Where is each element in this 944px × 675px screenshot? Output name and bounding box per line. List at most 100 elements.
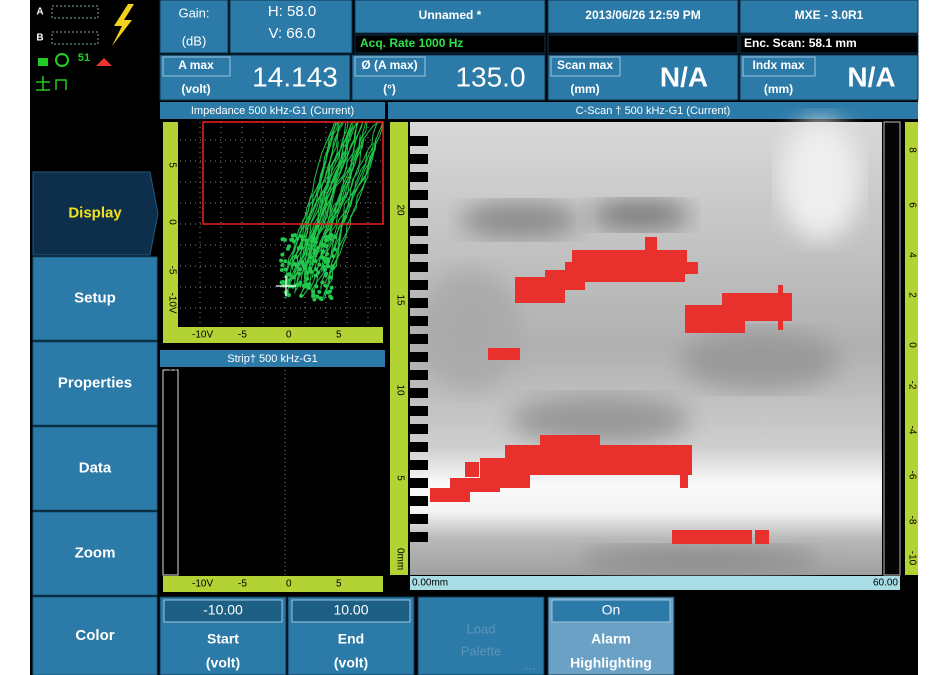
cscan-shade bbox=[420, 270, 520, 390]
index-marker bbox=[410, 262, 428, 272]
signal-cluster bbox=[298, 280, 303, 285]
signal-cluster bbox=[292, 261, 297, 266]
cscan-shade bbox=[580, 546, 820, 574]
signal-cluster bbox=[304, 238, 309, 243]
index-marker bbox=[410, 244, 428, 254]
signal-trace bbox=[297, 121, 359, 264]
header-cell bbox=[354, 34, 546, 54]
ruler-label: -10V bbox=[192, 330, 213, 341]
signal-cluster bbox=[320, 250, 325, 255]
signal-trace bbox=[324, 121, 383, 284]
ruler-label: 10 bbox=[394, 384, 405, 396]
toolbar-label: Start bbox=[207, 631, 239, 647]
menu-button-bg bbox=[32, 426, 158, 511]
signal-cluster bbox=[319, 255, 324, 260]
ruler-x bbox=[410, 576, 900, 590]
signal-cluster bbox=[323, 243, 328, 248]
signal-cluster bbox=[284, 283, 289, 288]
signal-cluster bbox=[294, 254, 299, 259]
signal-cluster bbox=[328, 294, 333, 299]
alarm-indication bbox=[684, 262, 698, 274]
ruler-y bbox=[163, 122, 178, 327]
signal-trace bbox=[288, 123, 347, 283]
signal-cluster bbox=[300, 237, 305, 242]
signal-trace bbox=[296, 121, 339, 270]
index-marker bbox=[410, 478, 428, 488]
reading-label: Ø (A max) bbox=[361, 58, 417, 72]
signal-cluster bbox=[317, 262, 322, 267]
panel-title-bar bbox=[388, 102, 918, 119]
alarm-indication bbox=[755, 530, 769, 544]
toolbar-button[interactable]: -10.00 Start (volt) bbox=[159, 596, 287, 675]
menu-button-bg bbox=[32, 511, 158, 596]
toolbar-button[interactable]: On Alarm Highlighting bbox=[547, 596, 675, 675]
panel-title: Strip† 500 kHz-G1 bbox=[227, 353, 317, 365]
battery: 51 bbox=[78, 52, 90, 64]
signal-cluster bbox=[325, 290, 330, 295]
color-bar bbox=[883, 121, 901, 576]
signal-cluster bbox=[280, 263, 285, 268]
ruler-label: -6 bbox=[906, 471, 917, 480]
signal-cluster bbox=[305, 282, 310, 287]
alarm-indication bbox=[488, 348, 520, 360]
reading-value: N/A bbox=[660, 61, 708, 92]
toolbar-value: -10.00 bbox=[203, 602, 243, 618]
reading-unit: (mm) bbox=[764, 82, 793, 96]
reading-value: 14.143 bbox=[252, 61, 338, 92]
signal-cluster bbox=[279, 280, 284, 285]
alarm-indication bbox=[465, 462, 479, 477]
signal-cluster bbox=[324, 238, 329, 243]
signal-cluster bbox=[312, 248, 317, 253]
signal-cluster bbox=[314, 284, 319, 289]
signal-cluster bbox=[308, 255, 313, 260]
toolbar-more: ... bbox=[525, 657, 536, 672]
index-marker bbox=[410, 280, 428, 290]
signal-cluster bbox=[311, 289, 316, 294]
menu-label: Zoom bbox=[75, 544, 116, 561]
signal-cluster bbox=[324, 234, 329, 239]
plot-area bbox=[180, 370, 383, 575]
signal-cluster bbox=[326, 264, 331, 269]
signal-cluster bbox=[295, 236, 300, 241]
menu-label: Properties bbox=[58, 374, 132, 391]
panel-title-bar bbox=[160, 350, 385, 367]
signal-cluster bbox=[296, 271, 301, 276]
signal-cluster bbox=[309, 269, 314, 274]
ruler-right bbox=[905, 122, 918, 575]
signal-cluster bbox=[299, 293, 304, 298]
menu-button[interactable]: Color bbox=[32, 596, 158, 675]
menu-button[interactable]: Properties bbox=[32, 341, 158, 426]
signal-cluster bbox=[313, 258, 318, 263]
toolbar-unit: Highlighting bbox=[570, 655, 652, 671]
header-cell bbox=[739, 0, 919, 34]
signal-trace bbox=[311, 121, 364, 279]
gain-unit: (dB) bbox=[182, 33, 207, 48]
ruler-label: -5 bbox=[166, 266, 177, 275]
menu-button[interactable]: Zoom bbox=[32, 511, 158, 596]
power-icon bbox=[112, 4, 134, 46]
alarm-indication bbox=[540, 435, 600, 450]
toolbar-button[interactable]: Load Palette... bbox=[417, 596, 545, 675]
ruler-label: -5 bbox=[238, 579, 247, 590]
menu-button[interactable]: Data bbox=[32, 426, 158, 511]
signal-cluster bbox=[286, 272, 291, 277]
reading-label: Indx max bbox=[752, 58, 804, 72]
index-marker bbox=[410, 496, 428, 506]
reading-unit: (mm) bbox=[570, 82, 599, 96]
signal-trace bbox=[285, 121, 336, 275]
menu-button[interactable]: Display bbox=[32, 171, 159, 256]
index-marker bbox=[410, 514, 428, 524]
signal-cluster bbox=[320, 242, 325, 247]
panel-title: Impedance 500 kHz-G1 (Current) bbox=[191, 105, 354, 117]
menu-button[interactable]: Setup bbox=[32, 256, 158, 341]
signal-cluster bbox=[313, 273, 318, 278]
ruler-y bbox=[162, 369, 179, 576]
toolbar-button[interactable]: 10.00 End (volt) bbox=[287, 596, 415, 675]
ruler-label: 15 bbox=[394, 294, 405, 306]
signal-trace bbox=[313, 121, 368, 266]
signal-trace bbox=[294, 141, 339, 294]
cscan-shade bbox=[510, 395, 690, 445]
version: MXE - 3.0R1 bbox=[795, 8, 864, 22]
ruler-label: 5 bbox=[166, 162, 177, 168]
index-marker bbox=[410, 136, 428, 146]
